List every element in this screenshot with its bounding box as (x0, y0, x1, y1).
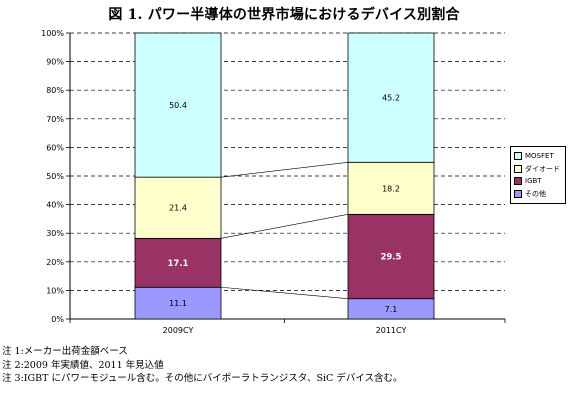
y-tick-label: 80% (46, 86, 64, 95)
y-tick-label: 60% (46, 143, 64, 152)
data-label: 18.2 (382, 184, 400, 193)
data-label: 17.1 (168, 259, 189, 269)
legend-item: ダイオード (514, 163, 565, 176)
series-connector (220, 286, 349, 299)
y-tick-label: 10% (46, 286, 64, 295)
legend-swatch (514, 177, 522, 186)
legend-item: IGBT (514, 175, 565, 188)
legend-swatch (514, 152, 522, 161)
data-label: 29.5 (381, 253, 402, 263)
legend-label: IGBT (525, 177, 542, 186)
y-tick-label: 50% (46, 172, 64, 181)
y-tick-label: 90% (46, 58, 64, 67)
bar-segment (134, 32, 222, 178)
bar-segment (134, 286, 222, 320)
legend-item: MOSFET (514, 150, 565, 163)
bar-segment (347, 213, 435, 300)
legend-swatch (514, 189, 522, 198)
y-tick-label: 20% (46, 258, 64, 267)
data-label: 21.4 (169, 204, 187, 213)
data-label: 45.2 (382, 94, 400, 103)
y-tick-label: 40% (46, 201, 64, 210)
legend-item: その他 (514, 188, 565, 201)
legend-label: ダイオード (525, 164, 560, 173)
series-connector (220, 214, 349, 239)
x-tick-label: 2011CY (376, 326, 407, 335)
y-tick-label: 70% (46, 115, 64, 124)
data-label: 11.1 (169, 299, 187, 308)
bar-segment (347, 161, 435, 215)
footnotes: 注 1:メーカー出荷金額ベース 注 2:2009 年実績値、2011 年見込値 … (2, 345, 562, 386)
y-tick-label: 0% (51, 315, 64, 324)
chart-legend: MOSFET ダイオード IGBT その他 (510, 146, 566, 204)
x-tick-label: 2009CY (163, 326, 194, 335)
footnote-1: 注 1:メーカー出荷金額ベース (2, 346, 128, 357)
chart-title: 図 1. パワー半導体の世界市場におけるデバイス別割合 (108, 7, 460, 23)
data-label: 7.1 (385, 305, 398, 314)
legend-swatch (514, 164, 522, 173)
legend-label: その他 (525, 189, 546, 198)
series-connector (220, 161, 349, 178)
footnote-2: 注 2:2009 年実績値、2011 年見込値 (2, 359, 164, 371)
bar-segment (134, 237, 222, 288)
footnote-3: 注 3:IGBT にパワーモジュール含む。その他にバイポーラトランジスタ、SiC… (2, 373, 403, 384)
y-tick-label: 100% (41, 29, 64, 38)
bar-segment (347, 32, 435, 163)
data-label: 50.4 (169, 101, 187, 110)
bar-segment (134, 176, 222, 239)
legend-label: MOSFET (525, 152, 554, 161)
y-tick-label: 30% (46, 229, 64, 238)
